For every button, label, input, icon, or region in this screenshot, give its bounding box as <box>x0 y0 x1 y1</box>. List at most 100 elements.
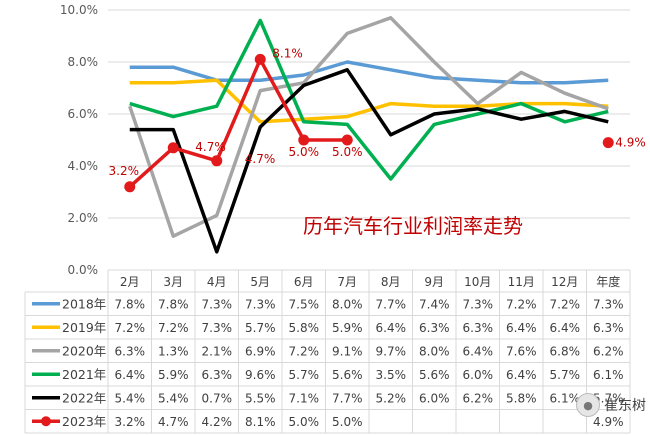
table-cell: 8.0% <box>332 297 363 311</box>
table-cell: 6.4% <box>506 368 537 382</box>
table-cell: 7.2% <box>115 321 146 335</box>
series-line <box>128 57 348 189</box>
table-cell: 5.7% <box>245 321 276 335</box>
table-cell: 2.1% <box>202 344 233 358</box>
data-point <box>211 155 223 167</box>
table-cell: 7.4% <box>419 297 450 311</box>
table-cell: 4.7% <box>158 415 189 429</box>
category-label: 12月 <box>551 275 578 289</box>
table-cell: 7.2% <box>506 297 537 311</box>
table-cell: 7.2% <box>289 344 320 358</box>
table-cell: 5.4% <box>158 391 189 405</box>
series-line <box>129 78 609 124</box>
table-cell: 5.0% <box>332 415 363 429</box>
table-cell: 7.3% <box>202 297 233 311</box>
table-cell: 7.8% <box>115 297 146 311</box>
legend-label: 2022年 <box>62 390 106 405</box>
table-cell: 7.2% <box>550 297 581 311</box>
table-cell: 5.7% <box>550 368 581 382</box>
table-cell: 6.1% <box>550 391 581 405</box>
legend-marker <box>41 416 51 427</box>
category-label: 3月 <box>163 275 183 289</box>
legend-label: 2018年 <box>62 296 106 311</box>
y-tick-label: 0.0% <box>68 263 99 277</box>
watermark-text: 崔东树 <box>604 398 646 414</box>
table-cell: 6.9% <box>245 344 276 358</box>
data-label: 4.7% <box>245 152 276 166</box>
table-cell: 5.9% <box>332 321 363 335</box>
y-tick-label: 2.0% <box>68 211 99 225</box>
table-cell: 3.2% <box>115 415 146 429</box>
table-cell: 5.6% <box>419 368 450 382</box>
table-cell: 5.4% <box>115 391 146 405</box>
table-cell: 5.6% <box>332 368 363 382</box>
category-label: 10月 <box>464 275 491 289</box>
table-cell: 7.6% <box>506 344 537 358</box>
series-line <box>129 18 609 181</box>
y-tick-label: 8.0% <box>68 55 99 69</box>
data-point <box>167 142 179 154</box>
table-cell: 1.3% <box>158 344 189 358</box>
table-cell: 5.8% <box>506 391 537 405</box>
table-cell: 7.7% <box>376 297 407 311</box>
table-cell: 5.7% <box>289 368 320 382</box>
data-label: 5.0% <box>289 145 320 159</box>
series-line <box>128 16 609 238</box>
table-cell: 7.5% <box>289 297 320 311</box>
table-cell: 7.3% <box>202 321 233 335</box>
category-label: 5月 <box>250 275 270 289</box>
data-point <box>298 134 310 146</box>
data-label: 3.2% <box>109 164 140 178</box>
table-cell: 4.2% <box>202 415 233 429</box>
table-cell: 6.8% <box>550 344 581 358</box>
category-label: 9月 <box>424 275 444 289</box>
legend-label: 2023年 <box>62 414 106 429</box>
category-label: 11月 <box>508 275 535 289</box>
y-tick-label: 10.0% <box>60 3 98 17</box>
table-cell: 5.9% <box>158 368 189 382</box>
table-cell: 6.3% <box>115 344 146 358</box>
table-cell: 6.2% <box>593 344 624 358</box>
table-cell: 9.1% <box>332 344 363 358</box>
data-label: 4.9% <box>615 136 646 150</box>
legend-label: 2019年 <box>62 320 106 335</box>
category-label: 6月 <box>294 275 314 289</box>
table-cell: 6.4% <box>376 321 407 335</box>
table-cell: 9.6% <box>245 368 276 382</box>
table-cell: 7.3% <box>463 297 494 311</box>
table-cell: 6.3% <box>202 368 233 382</box>
table-cell: 6.4% <box>463 344 494 358</box>
table-cell: 4.9% <box>593 415 624 429</box>
data-label: 4.7% <box>195 140 226 154</box>
table-cell: 5.5% <box>245 391 276 405</box>
data-label: 8.1% <box>272 46 303 60</box>
data-point <box>124 181 136 193</box>
table-cell: 6.3% <box>419 321 450 335</box>
y-tick-label: 6.0% <box>68 107 99 121</box>
category-label: 2月 <box>120 275 140 289</box>
table-cell: 5.7% <box>593 391 624 405</box>
table-cell: 6.2% <box>463 391 494 405</box>
table-cell: 5.0% <box>289 415 320 429</box>
table-cell: 7.1% <box>289 391 320 405</box>
wechat-icon: ● <box>576 393 600 417</box>
table-cell: 0.7% <box>202 391 233 405</box>
series-line <box>129 60 609 85</box>
data-point <box>341 134 353 146</box>
series-line <box>129 68 609 254</box>
table-cell: 6.3% <box>463 321 494 335</box>
table-cell: 5.8% <box>289 321 320 335</box>
watermark: ● 崔东树 <box>576 393 646 417</box>
table-cell: 7.3% <box>593 297 624 311</box>
table-cell: 6.4% <box>115 368 146 382</box>
category-label: 8月 <box>381 275 401 289</box>
chart-title: 历年汽车行业利润率走势 <box>303 214 523 238</box>
legend-label: 2021年 <box>62 367 106 382</box>
table-cell: 6.0% <box>419 391 450 405</box>
category-label: 4月 <box>207 275 227 289</box>
table-cell: 8.0% <box>419 344 450 358</box>
table-cell: 6.3% <box>593 321 624 335</box>
table-cell: 6.0% <box>463 368 494 382</box>
data-point <box>254 53 266 65</box>
table-cell: 3.5% <box>376 368 407 382</box>
